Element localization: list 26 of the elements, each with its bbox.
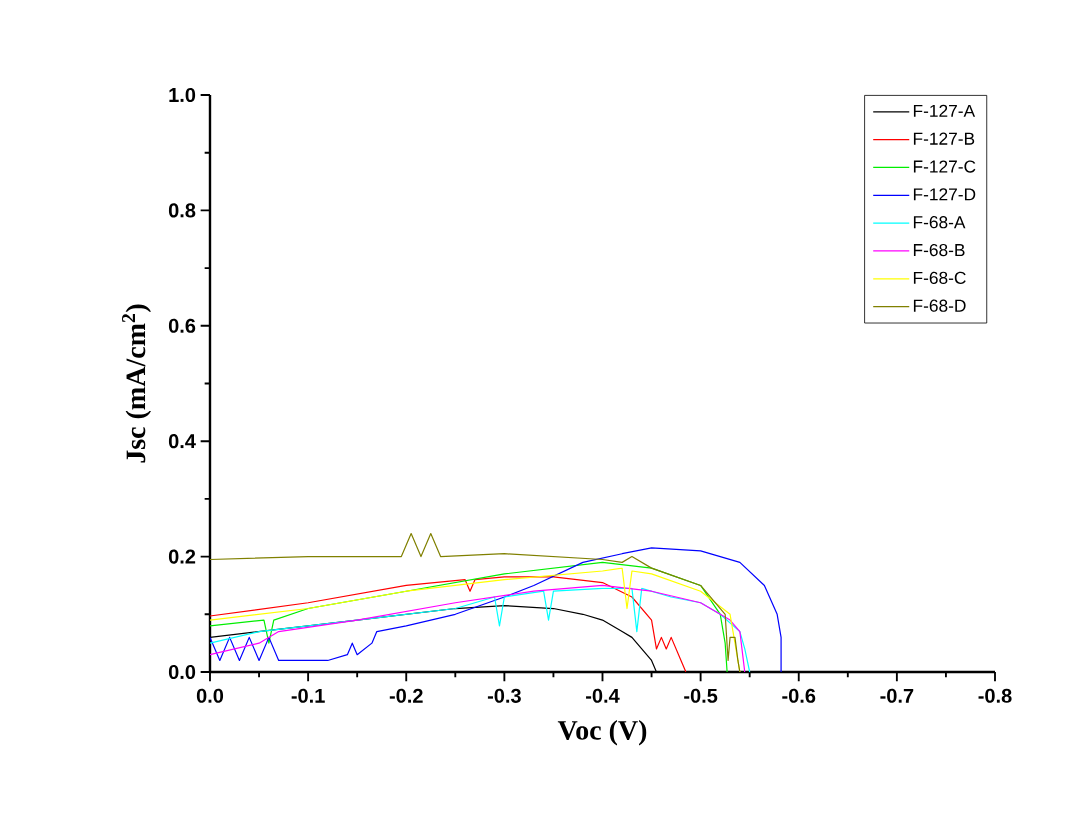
legend-label: F-127-C — [913, 160, 976, 173]
legend-label: F-127-A — [913, 104, 976, 117]
x-tick-label: -0.2 — [389, 688, 423, 703]
legend-label: F-127-B — [913, 132, 975, 145]
y-tick-label: 1.0 — [169, 87, 196, 103]
x-tick-label: -0.8 — [978, 688, 1012, 703]
line-series — [209, 576, 687, 672]
y-tick-label: 0.2 — [168, 549, 196, 564]
y-tick-label: 0.8 — [168, 203, 196, 218]
x-tick-label: -0.5 — [684, 688, 718, 703]
x-tick-label: 0.0 — [196, 688, 224, 703]
legend-label: F-68-A — [913, 216, 966, 229]
y-axis-title: Jsc (mA/cm$^{2}$) — [122, 304, 151, 463]
legend-label: F-68-D — [913, 299, 966, 312]
legend-label: F-68-C — [913, 271, 966, 285]
x-tick-label: -0.7 — [880, 688, 914, 703]
x-axis-title: Voc (V) — [557, 720, 647, 746]
x-tick-label: -0.3 — [487, 688, 521, 703]
legend-label: F-127-D — [913, 188, 976, 201]
y-tick-label: 0.0 — [168, 664, 196, 680]
x-tick-label: -0.1 — [291, 688, 325, 703]
x-tick-label: -0.6 — [782, 688, 816, 703]
y-tick-label: 0.6 — [168, 318, 196, 333]
legend-label: F-68-B — [913, 243, 965, 257]
y-tick-label: 0.4 — [168, 434, 196, 449]
x-tick-label: -0.4 — [586, 688, 620, 703]
